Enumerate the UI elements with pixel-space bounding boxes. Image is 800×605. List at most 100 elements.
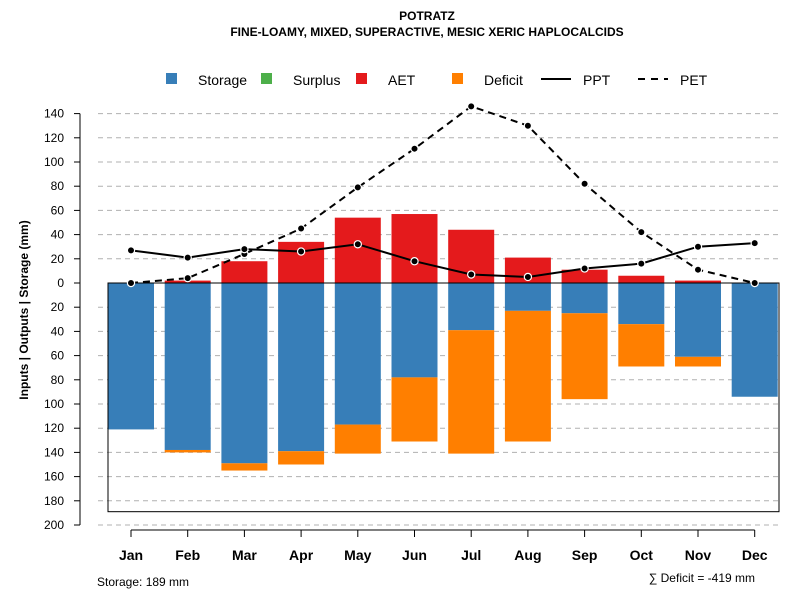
pet-point bbox=[693, 265, 703, 274]
ppt-point bbox=[467, 270, 476, 279]
x-tick-label: Nov bbox=[685, 547, 712, 563]
y-tick-label: 100 bbox=[44, 397, 64, 411]
legend-label: PPT bbox=[583, 72, 611, 88]
storage-bar bbox=[504, 283, 551, 311]
pet-point bbox=[580, 179, 589, 188]
storage-bar bbox=[221, 283, 268, 464]
y-tick-label: 140 bbox=[44, 107, 64, 121]
storage-bar bbox=[561, 283, 608, 314]
y-tick-label: 120 bbox=[44, 131, 64, 145]
x-tick-label: Jun bbox=[402, 547, 427, 563]
pet-point bbox=[637, 227, 646, 237]
aet-bar bbox=[334, 217, 381, 283]
legend-swatch bbox=[452, 73, 463, 84]
y-tick-label: 180 bbox=[44, 494, 64, 508]
ppt-point bbox=[410, 257, 419, 266]
storage-bar bbox=[278, 283, 325, 452]
series-lines bbox=[126, 102, 759, 288]
x-tick-label: Mar bbox=[232, 547, 257, 563]
bars bbox=[108, 214, 778, 471]
x-tick-label: Sep bbox=[572, 547, 598, 563]
legend-label: Storage bbox=[198, 72, 247, 88]
storage-bar bbox=[618, 283, 665, 325]
deficit-bar bbox=[164, 449, 211, 453]
x-tick-label: May bbox=[344, 547, 371, 563]
x-tick-label: Jan bbox=[119, 547, 143, 563]
legend-swatch bbox=[261, 73, 272, 84]
y-tick-label: 100 bbox=[44, 155, 64, 169]
legend-item-ppt: PPT bbox=[541, 72, 611, 88]
ppt-point bbox=[183, 253, 192, 262]
legend-item-aet: AET bbox=[356, 72, 416, 88]
aet-bar bbox=[391, 214, 438, 283]
aet-bar bbox=[561, 269, 608, 283]
legend-label: AET bbox=[388, 72, 416, 88]
y-tick-label: 20 bbox=[51, 300, 65, 314]
deficit-sum-footer: ∑ Deficit = -419 mm bbox=[649, 571, 755, 585]
x-tick-label: Jul bbox=[461, 547, 481, 563]
storage-footer: Storage: 189 mm bbox=[97, 575, 189, 589]
ppt-point bbox=[750, 238, 759, 248]
pet-line bbox=[130, 105, 755, 284]
deficit-bar bbox=[504, 310, 551, 442]
legend-swatch bbox=[356, 73, 367, 84]
pet-point bbox=[523, 121, 533, 130]
storage-bar bbox=[731, 283, 778, 397]
deficit-bar bbox=[561, 313, 608, 400]
ppt-point bbox=[126, 246, 136, 255]
y-tick-label: 140 bbox=[44, 445, 64, 459]
legend-item-deficit: Deficit bbox=[452, 72, 523, 88]
ppt-point bbox=[523, 272, 533, 282]
y-axis-label: Inputs | Outputs | Storage (mm) bbox=[17, 220, 31, 399]
y-tick-label: 20 bbox=[51, 252, 65, 266]
storage-bar bbox=[391, 283, 438, 378]
pet-point bbox=[750, 278, 759, 288]
y-tick-label: 200 bbox=[44, 518, 64, 532]
pet-point bbox=[296, 224, 306, 233]
chart-title: POTRATZ bbox=[399, 9, 455, 23]
deficit-bar bbox=[334, 424, 381, 454]
plot-frame bbox=[107, 282, 780, 513]
x-tick-label: Feb bbox=[175, 547, 200, 563]
legend-item-pet: PET bbox=[638, 72, 708, 88]
legend-item-storage: Storage bbox=[166, 72, 247, 88]
y-tick-label: 120 bbox=[44, 421, 64, 435]
ppt-point bbox=[240, 244, 249, 254]
ppt-point bbox=[693, 242, 703, 251]
y-tick-label: 60 bbox=[51, 203, 65, 217]
legend: Storage Surplus AET Deficit PPT PET bbox=[166, 72, 708, 88]
pet-point bbox=[126, 278, 136, 288]
y-tick-label: 80 bbox=[51, 373, 65, 387]
deficit-bar bbox=[391, 377, 438, 442]
deficit-bar bbox=[618, 324, 665, 367]
x-tick-label: Apr bbox=[289, 547, 314, 563]
pet-point bbox=[467, 102, 476, 111]
x-tick-label: Dec bbox=[742, 547, 768, 563]
pet-point bbox=[183, 273, 192, 283]
y-tick-label: 40 bbox=[51, 324, 65, 338]
y-tick-label: 60 bbox=[51, 349, 65, 363]
x-tick-label: Aug bbox=[514, 547, 541, 563]
ppt-point bbox=[296, 247, 306, 256]
storage-bar bbox=[448, 283, 495, 331]
y-tick-label: 80 bbox=[51, 179, 65, 193]
ppt-point bbox=[637, 259, 646, 268]
legend-label: Surplus bbox=[293, 72, 340, 88]
storage-bar bbox=[334, 283, 381, 425]
y-tick-label: 160 bbox=[44, 470, 64, 484]
y-tick-label: 0 bbox=[57, 276, 64, 290]
axes: 1401201008060402002040608010012014016018… bbox=[44, 107, 768, 563]
y-tick-label: 40 bbox=[51, 228, 65, 242]
x-tick-label: Oct bbox=[630, 547, 654, 563]
pet-point bbox=[353, 183, 362, 192]
ppt-line bbox=[130, 242, 755, 278]
ppt-point bbox=[580, 264, 589, 273]
legend-label: Deficit bbox=[484, 72, 523, 88]
deficit-bar bbox=[221, 463, 268, 471]
storage-bar bbox=[108, 283, 154, 430]
legend-swatch bbox=[166, 73, 177, 84]
chart-subtitle: FINE-LOAMY, MIXED, SUPERACTIVE, MESIC XE… bbox=[230, 25, 623, 39]
deficit-bar bbox=[278, 451, 325, 465]
deficit-bar bbox=[448, 330, 495, 454]
